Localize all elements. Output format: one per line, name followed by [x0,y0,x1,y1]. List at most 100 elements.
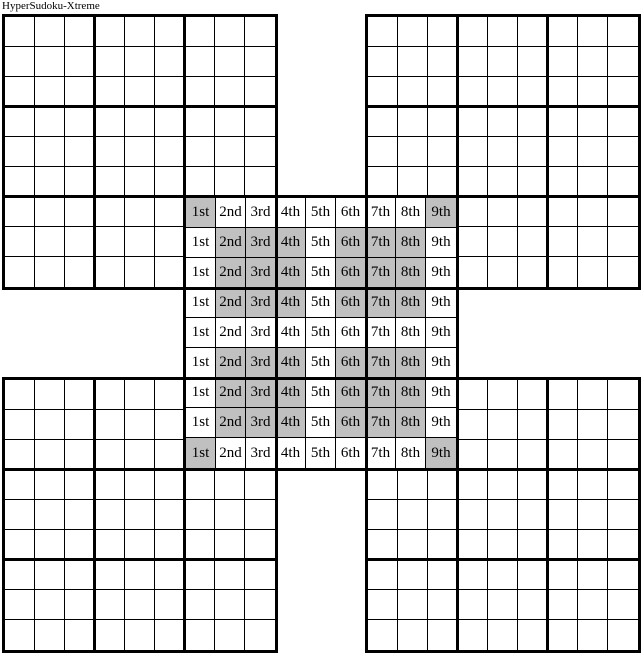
bottom-right-grid-cell-r8c1[interactable] [367,589,398,620]
center-grid-cell-r1c6[interactable]: 6th [336,198,366,228]
top-left-grid-cell-r4c4[interactable] [94,106,125,137]
top-right-grid-cell-r4c9[interactable] [607,106,638,137]
top-left-grid-cell-r2c9[interactable] [244,46,275,77]
bottom-left-grid-cell-r3c5[interactable] [124,439,155,470]
top-left-grid-cell-r9c4[interactable] [94,256,125,287]
bottom-right-grid-cell-r8c3[interactable] [427,589,458,620]
top-left-grid-cell-r3c5[interactable] [124,76,155,107]
bottom-right-grid-cell-r6c7[interactable] [547,529,578,560]
top-left-grid-cell-r6c8[interactable] [214,166,245,197]
center-grid-cell-r9c7[interactable]: 7th [366,438,396,468]
top-left-grid-cell-r1c4[interactable] [94,16,125,47]
center-grid-cell-r5c4[interactable]: 4th [276,318,306,348]
center-grid-cell-r4c2[interactable]: 2nd [216,288,246,318]
top-left-grid-cell-r9c2[interactable] [34,256,65,287]
center-grid-cell-r9c5[interactable]: 5th [306,438,336,468]
center-grid-cell-r1c5[interactable]: 5th [306,198,336,228]
bottom-right-grid-cell-r1c8[interactable] [577,379,608,410]
center-grid-cell-r4c9[interactable]: 9th [426,288,456,318]
bottom-right-grid-cell-r6c6[interactable] [517,529,548,560]
top-left-grid-cell-r5c8[interactable] [214,136,245,167]
center-grid-cell-r2c8[interactable]: 8th [396,228,426,258]
center-grid-cell-r7c7[interactable]: 7th [366,378,396,408]
bottom-left-grid-cell-r7c8[interactable] [214,559,245,590]
top-left-grid-cell-r2c2[interactable] [34,46,65,77]
bottom-right-grid-cell-r8c8[interactable] [577,589,608,620]
bottom-left-grid-cell-r6c3[interactable] [64,529,95,560]
center-grid-cell-r7c6[interactable]: 6th [336,378,366,408]
top-left-grid-cell-r1c8[interactable] [214,16,245,47]
top-right-grid-cell-r6c8[interactable] [577,166,608,197]
center-grid-cell-r6c7[interactable]: 7th [366,348,396,378]
center-grid-cell-r2c4[interactable]: 4th [276,228,306,258]
center-grid-cell-r3c2[interactable]: 2nd [216,258,246,288]
top-left-grid-cell-r8c2[interactable] [34,226,65,257]
bottom-right-grid-cell-r5c8[interactable] [577,499,608,530]
bottom-left-grid-cell-r2c2[interactable] [34,409,65,440]
bottom-left-grid-cell-r9c4[interactable] [94,619,125,650]
top-right-grid-cell-r6c2[interactable] [397,166,428,197]
top-right-grid-cell-r2c5[interactable] [487,46,518,77]
center-grid-cell-r8c3[interactable]: 3rd [246,408,276,438]
bottom-left-grid-cell-r9c3[interactable] [64,619,95,650]
center-grid-cell-r4c4[interactable]: 4th [276,288,306,318]
bottom-right-grid-cell-r9c9[interactable] [607,619,638,650]
top-right-grid-cell-r3c5[interactable] [487,76,518,107]
center-grid-cell-r7c3[interactable]: 3rd [246,378,276,408]
bottom-right-grid-cell-r4c8[interactable] [577,469,608,500]
top-right-grid-cell-r9c7[interactable] [547,256,578,287]
top-left-grid-cell-r7c1[interactable] [4,196,35,227]
center-grid-cell-r7c2[interactable]: 2nd [216,378,246,408]
bottom-right-grid-cell-r5c3[interactable] [427,499,458,530]
bottom-left-grid-cell-r2c5[interactable] [124,409,155,440]
center-grid-cell-r4c7[interactable]: 7th [366,288,396,318]
center-grid-cell-r8c2[interactable]: 2nd [216,408,246,438]
bottom-right-grid-cell-r9c2[interactable] [397,619,428,650]
bottom-right-grid-cell-r1c6[interactable] [517,379,548,410]
top-right-grid-cell-r5c2[interactable] [397,136,428,167]
bottom-left-grid-cell-r1c6[interactable] [154,379,185,410]
bottom-left-grid-cell-r8c6[interactable] [154,589,185,620]
bottom-left-grid-cell-r7c4[interactable] [94,559,125,590]
top-right-grid-cell-r1c3[interactable] [427,16,458,47]
top-left-grid-cell-r1c1[interactable] [4,16,35,47]
bottom-right-grid-cell-r8c6[interactable] [517,589,548,620]
center-grid-cell-r8c5[interactable]: 5th [306,408,336,438]
bottom-left-grid-cell-r6c8[interactable] [214,529,245,560]
bottom-right-grid-cell-r6c3[interactable] [427,529,458,560]
top-right-grid-cell-r8c4[interactable] [457,226,488,257]
center-grid-cell-r7c1[interactable]: 1st [186,378,216,408]
bottom-right-grid-cell-r2c9[interactable] [607,409,638,440]
top-right-grid-cell-r6c6[interactable] [517,166,548,197]
bottom-left-grid-cell-r8c7[interactable] [184,589,215,620]
bottom-left-grid-cell-r5c9[interactable] [244,499,275,530]
top-right-grid-cell-r1c6[interactable] [517,16,548,47]
top-left-grid-cell-r3c8[interactable] [214,76,245,107]
top-right-grid-cell-r8c6[interactable] [517,226,548,257]
top-left-grid-cell-r9c3[interactable] [64,256,95,287]
top-right-grid-cell-r2c9[interactable] [607,46,638,77]
bottom-right-grid-cell-r9c4[interactable] [457,619,488,650]
bottom-left-grid-cell-r6c9[interactable] [244,529,275,560]
bottom-right-grid-cell-r5c1[interactable] [367,499,398,530]
bottom-left-grid-cell-r3c2[interactable] [34,439,65,470]
top-right-grid-cell-r4c8[interactable] [577,106,608,137]
center-grid-cell-r5c8[interactable]: 8th [396,318,426,348]
bottom-left-grid-cell-r9c7[interactable] [184,619,215,650]
top-left-grid-cell-r3c9[interactable] [244,76,275,107]
top-left-grid-cell-r6c2[interactable] [34,166,65,197]
center-grid-cell-r6c9[interactable]: 9th [426,348,456,378]
center-grid-cell-r8c1[interactable]: 1st [186,408,216,438]
center-grid-cell-r4c1[interactable]: 1st [186,288,216,318]
top-right-grid-cell-r8c8[interactable] [577,226,608,257]
bottom-left-grid-cell-r3c3[interactable] [64,439,95,470]
bottom-right-grid-cell-r9c6[interactable] [517,619,548,650]
top-right-grid-cell-r4c6[interactable] [517,106,548,137]
bottom-left-grid-cell-r2c3[interactable] [64,409,95,440]
top-left-grid-cell-r8c1[interactable] [4,226,35,257]
bottom-left-grid-cell-r8c9[interactable] [244,589,275,620]
center-grid-cell-r3c4[interactable]: 4th [276,258,306,288]
center-grid-cell-r3c3[interactable]: 3rd [246,258,276,288]
center-grid-cell-r7c5[interactable]: 5th [306,378,336,408]
bottom-right-grid-cell-r7c2[interactable] [397,559,428,590]
